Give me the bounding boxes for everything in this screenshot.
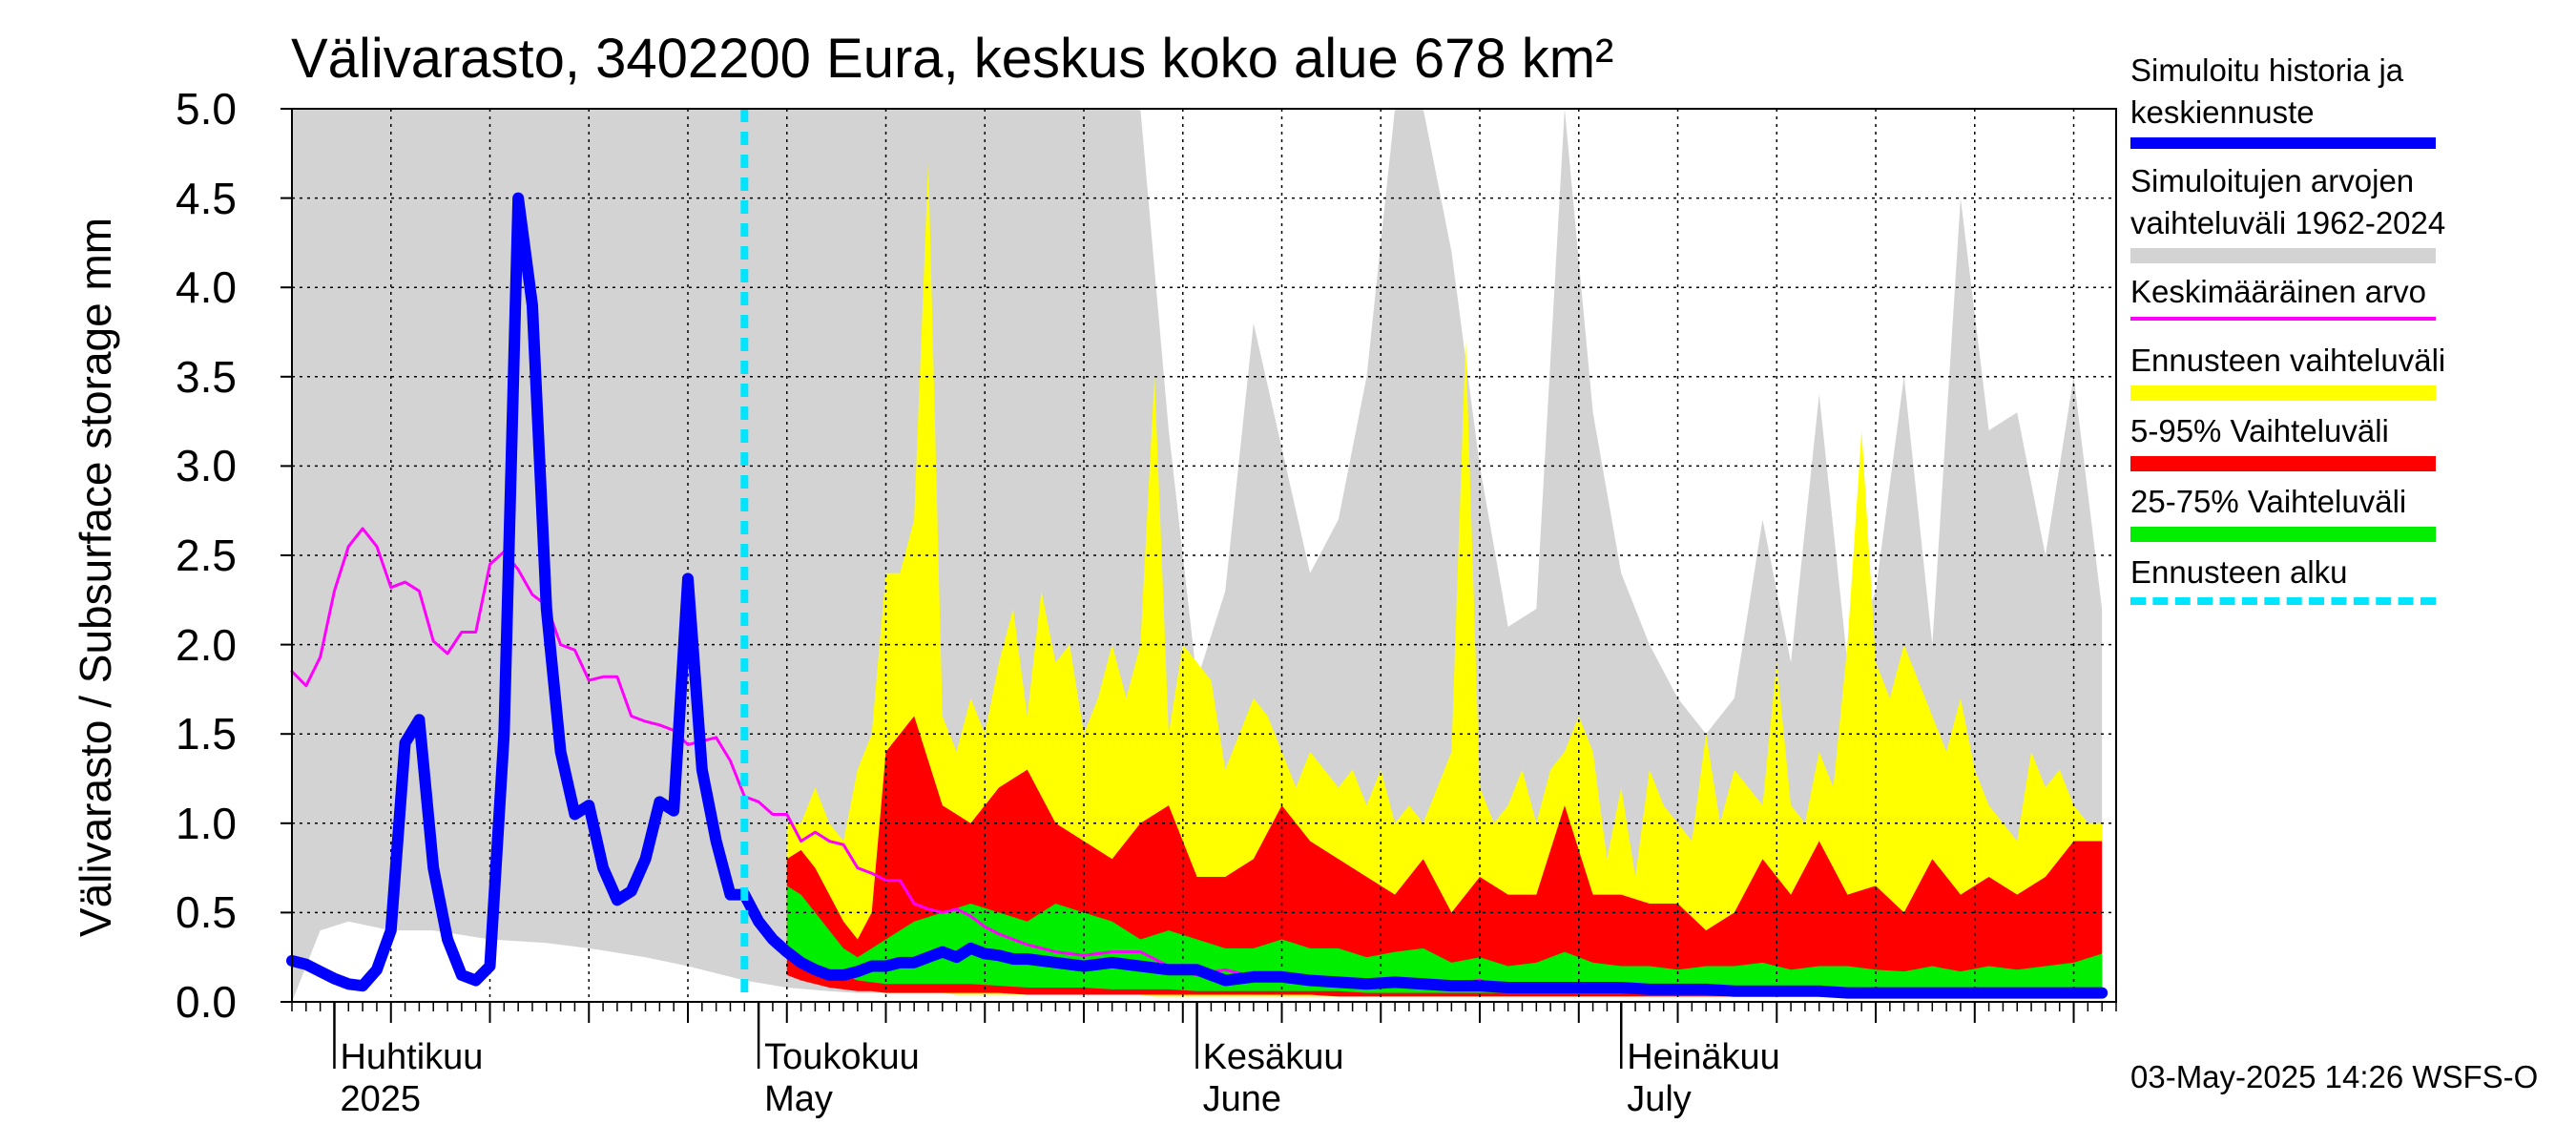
month-label-en: July (1627, 1079, 1692, 1119)
y-tick-label: 0.0 (176, 977, 237, 1027)
legend-swatch (2130, 385, 2436, 401)
legend-swatch (2130, 597, 2436, 605)
month-label-en: 2025 (340, 1079, 421, 1119)
legend-item-yellow: Ennusteen vaihteluväli (2130, 340, 2445, 401)
band-1 (786, 162, 2103, 997)
legend-swatch (2130, 137, 2436, 149)
y-tick-label: 1.5 (176, 709, 237, 760)
legend-label: 25-75% Vaihteluväli (2130, 484, 2407, 519)
month-label-fi: Heinäkuu (1627, 1037, 1780, 1077)
month-label-may: Toukokuu May (764, 1036, 920, 1120)
y-tick-label: 4.0 (176, 262, 237, 313)
month-label-fi: Kesäkuu (1202, 1037, 1344, 1077)
y-tick-label: 3.5 (176, 351, 237, 402)
legend-label: 5-95% Vaihteluväli (2130, 413, 2389, 448)
legend-item-red: 5-95% Vaihteluväli (2130, 410, 2436, 471)
month-label-july: Heinäkuu July (1627, 1036, 1780, 1120)
legend-label: Simuloitujen arvojen vaihteluväli 1962-2… (2130, 163, 2446, 240)
legend-item-cyan: Ennusteen alku (2130, 552, 2436, 605)
legend-swatch (2130, 248, 2436, 263)
y-tick-label: 5.0 (176, 84, 237, 134)
legend-label: Keskimääräinen arvo (2130, 274, 2426, 309)
y-tick-label: 4.5 (176, 173, 237, 223)
legend-item-magenta: Keskimääräinen arvo (2130, 271, 2436, 321)
month-label-june: Kesäkuu June (1203, 1036, 1344, 1120)
y-tick-label: 3.0 (176, 441, 237, 491)
legend-item-grey: Simuloitujen arvojen vaihteluväli 1962-2… (2130, 160, 2483, 263)
timestamp-footer: 03-May-2025 14:26 WSFS-O (2130, 1059, 2539, 1094)
legend-label: Ennusteen vaihteluväli (2130, 343, 2446, 378)
legend-swatch (2130, 456, 2436, 471)
legend-swatch (2130, 317, 2436, 321)
series-line-5 (286, 192, 2109, 999)
month-label-april: Huhtikuu 2025 (340, 1036, 483, 1120)
legend-swatch (2130, 527, 2436, 542)
legend-label: Ennusteen alku (2130, 554, 2348, 590)
chart-title: Välivarasto, 3402200 Eura, keskus koko a… (291, 28, 1614, 90)
legend-label: Simuloitu historia ja keskiennuste (2130, 52, 2404, 130)
legend-item-blue: Simuloitu historia ja keskiennuste (2130, 50, 2436, 149)
month-label-en: May (764, 1079, 833, 1119)
y-tick-label: 1.0 (176, 798, 237, 848)
y-tick-label: 2.5 (176, 531, 237, 580)
legend-item-green: 25-75% Vaihteluväli (2130, 481, 2436, 542)
y-tick-label: 0.5 (176, 887, 237, 938)
month-label-fi: Toukokuu (764, 1037, 920, 1077)
month-label-fi: Huhtikuu (340, 1037, 484, 1077)
y-tick-label: 2.0 (176, 619, 237, 670)
month-label-en: June (1202, 1079, 1281, 1119)
